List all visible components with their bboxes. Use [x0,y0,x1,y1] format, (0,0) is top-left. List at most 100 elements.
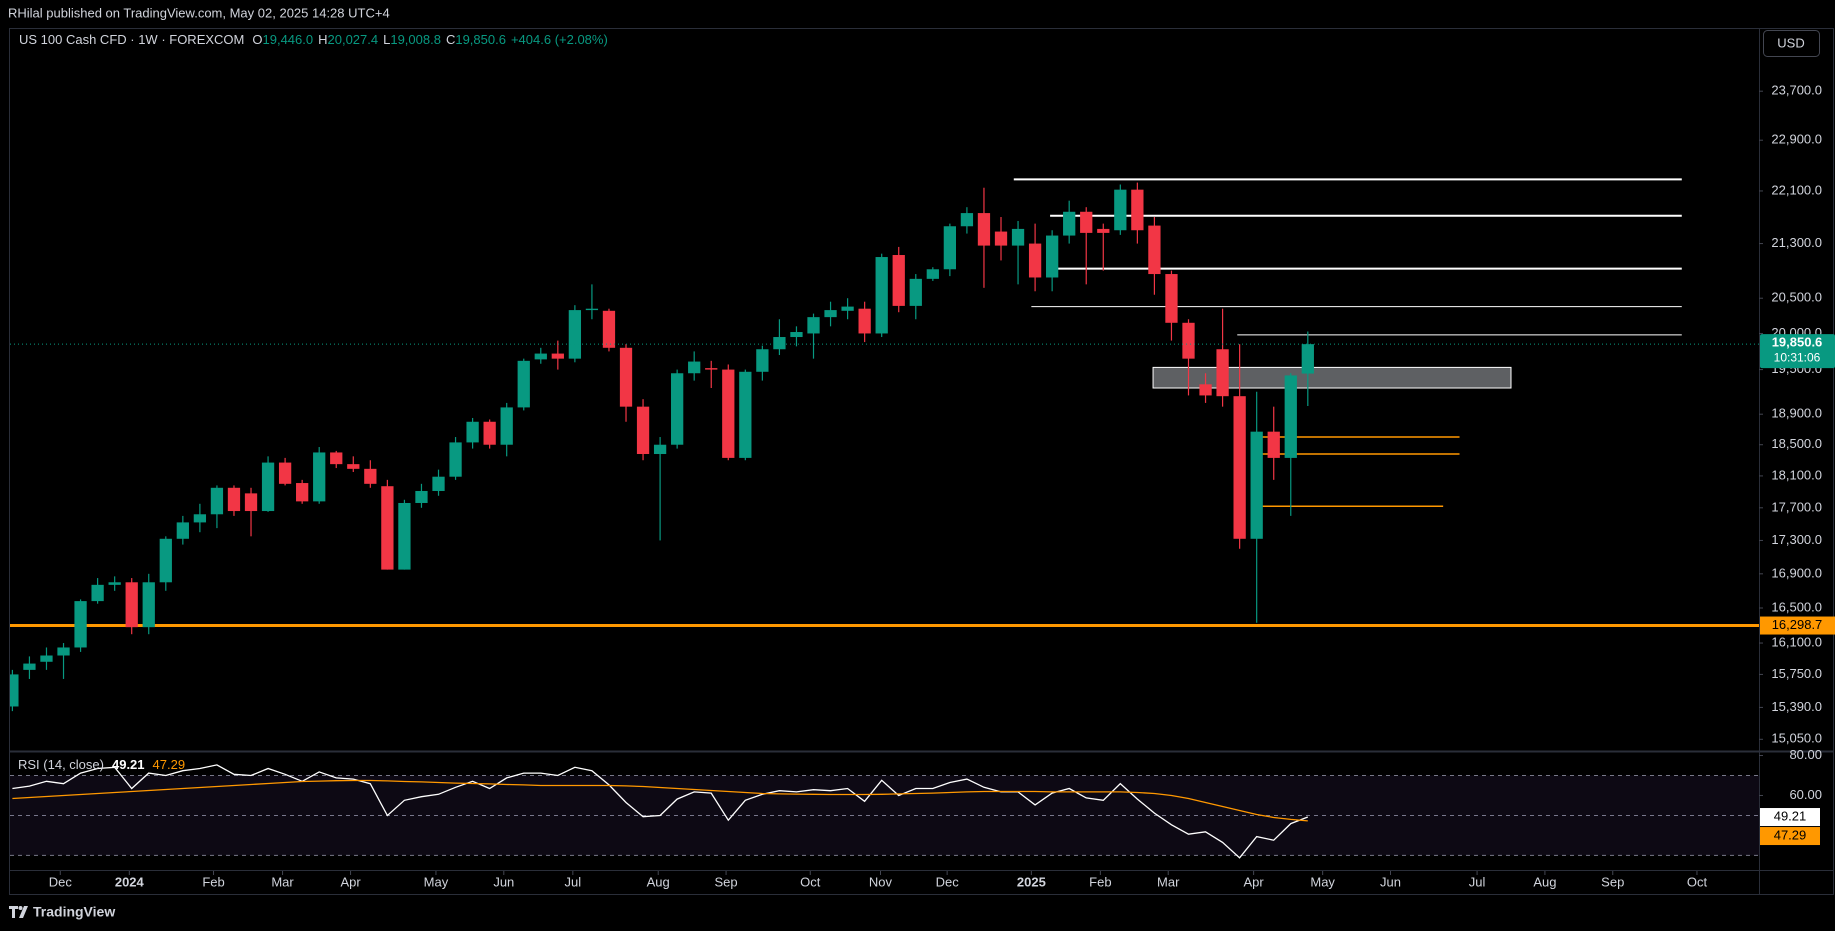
candle-body [330,452,343,465]
x-tick-label: Apr [1243,874,1264,889]
candle-body [671,373,684,445]
candle-body [1165,274,1178,323]
candle-body [517,360,530,408]
candle-body [278,462,292,484]
candle-body [585,308,599,311]
candle-body [1028,243,1042,278]
y-tick-label: 23,700.0 [1771,83,1822,98]
candle-body [91,584,104,602]
candle-body [1148,225,1161,275]
candle-body [551,353,564,359]
candle-body [534,353,547,360]
y-tick-label: 18,900.0 [1771,406,1822,421]
candle-body [364,468,377,484]
ohlc-value: 19,008.8 [390,32,441,47]
countdown: 10:31:06 [1774,350,1821,364]
x-tick-label: 2024 [115,874,145,889]
candle-body [108,582,121,585]
y-tick-label: 22,900.0 [1771,132,1822,147]
candle-body [773,337,786,350]
x-tick-label: Jun [493,874,514,889]
candle-body [977,213,991,246]
rsi-pane [10,764,1759,859]
candle-body [739,371,752,458]
x-tick-label: Mar [271,874,294,889]
tradingview-logo [9,906,28,918]
ohlc-value: 19,850.6 [455,32,506,47]
x-tick-label: Aug [647,874,670,889]
candle-body [619,347,633,407]
y-tick-label: 15,390.0 [1771,699,1822,714]
y-tick-label: 16,900.0 [1771,565,1822,580]
candle-body [1216,349,1229,397]
ohlc-value: 19,446.0 [263,32,314,47]
axes: 23,700.0 22,900.0 22,100.0 21,300.0 20,500.0… [49,83,1822,890]
candle-body [125,582,138,628]
symbol-title: US 100 Cash CFD · 1W · FOREXCOM [19,32,244,47]
candle-body [1097,228,1110,233]
x-tick-label: Dec [49,874,73,889]
candle-body [210,487,224,515]
candle-body [1233,396,1246,539]
rsi-legend: RSI (14, close) 49.21 47.29 [18,757,185,772]
candle-body [1301,344,1314,374]
candle-body [926,269,939,279]
candle-body [1250,431,1263,539]
currency-button[interactable] [1763,30,1820,57]
candle-body [432,476,445,491]
change: +404.6 (+2.08%) [511,32,608,47]
candle-body [159,538,172,583]
candle-body [1284,375,1297,458]
candle-body [10,674,19,707]
rsi-value-box [1760,808,1820,827]
x-tick-label: May [424,874,449,889]
ohlc-value: 20,027.4 [328,32,379,47]
candle-body [74,601,87,648]
candle-body [296,483,309,502]
ohlc-key: O [252,32,262,47]
candle-body [415,490,428,503]
candle-body [705,368,718,370]
candle-body [1080,211,1093,233]
x-tick-label: Dec [936,874,960,889]
rsi-value-box [1760,827,1820,846]
x-tick-label: Oct [800,874,821,889]
rsi-band-fill [10,775,1759,856]
candle-body [568,310,582,359]
candle-body [875,257,888,334]
candle-body [1182,322,1195,359]
publisher-line: RHilal published on TradingView.com, May… [8,5,390,20]
ohlc-key: C [446,32,455,47]
candle-body [176,522,189,539]
candle-body [722,369,735,458]
candle-body [261,462,275,512]
candle-body [636,406,650,455]
candle-body [313,452,326,502]
candle-body [1011,228,1025,246]
candle-body [756,349,769,372]
rsi-y-tick-label: 80.00 [1789,747,1822,762]
x-tick-label: Jul [1469,874,1486,889]
candle-body [193,514,207,523]
y-tick-label: 22,100.0 [1771,182,1822,197]
level-label-box [1760,616,1835,635]
rsi-y-tick-label: 60.00 [1789,787,1822,802]
y-tick-label: 18,100.0 [1771,467,1822,482]
x-tick-label: Jun [1380,874,1401,889]
candle-body [449,442,462,477]
y-tick-label: 15,050.0 [1771,731,1822,746]
level-label: 16,298.7 [1772,617,1823,632]
rsi-line [12,779,1308,822]
overlay: US 100 Cash CFD · 1W · FOREXCOM O19,446.0… [18,32,1835,846]
candle-body [142,582,155,628]
candle-body [943,226,957,270]
ohlc-key: H [318,32,327,47]
price-pane [10,178,1759,712]
x-tick-label: Sep [1601,874,1624,889]
candle-body [824,310,837,318]
y-tick-label: 18,500.0 [1771,436,1822,451]
candle-body [960,213,974,227]
y-tick-label: 20,500.0 [1771,290,1822,305]
candle-body [994,231,1008,246]
